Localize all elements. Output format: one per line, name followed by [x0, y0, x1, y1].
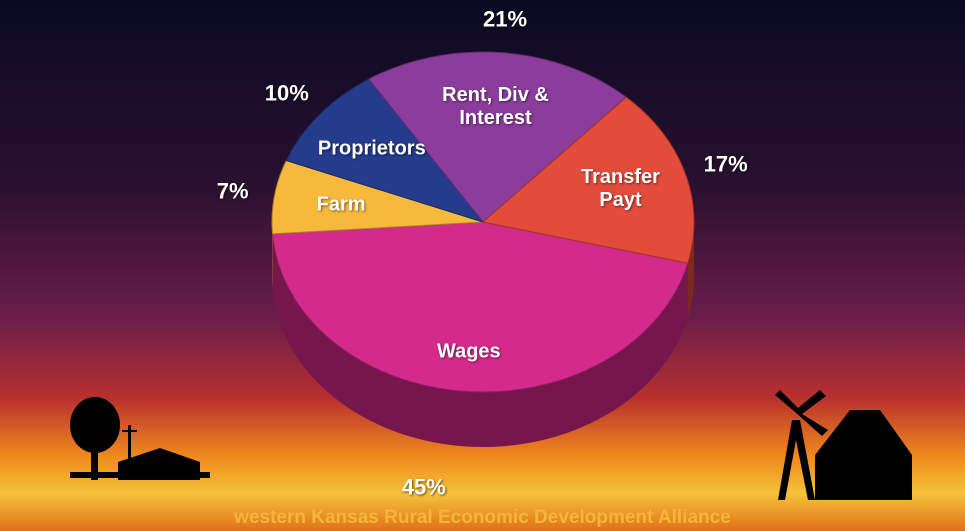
value-label: 7% — [216, 178, 249, 204]
slice-label: Rent, Div & Interest — [442, 83, 549, 129]
slice-label: Proprietors — [317, 137, 426, 160]
barn-silhouette — [775, 390, 912, 500]
slice-side — [272, 233, 688, 448]
slice-label: Farm — [316, 193, 366, 216]
value-label: 21% — [483, 6, 528, 32]
slice — [285, 78, 485, 223]
value-label: 17% — [703, 151, 748, 177]
slice-label: Transfer Payt — [581, 165, 660, 211]
slice — [367, 51, 628, 223]
value-label: 45% — [401, 474, 446, 500]
slice-side — [272, 222, 273, 289]
slice — [271, 221, 689, 393]
farm-silhouette — [70, 397, 210, 480]
value-label: 10% — [264, 80, 309, 106]
pie — [271, 51, 695, 448]
slice — [481, 96, 695, 264]
caption: western Kansas Rural Economic Developmen… — [234, 507, 731, 528]
slice-label: Wages — [436, 340, 501, 363]
